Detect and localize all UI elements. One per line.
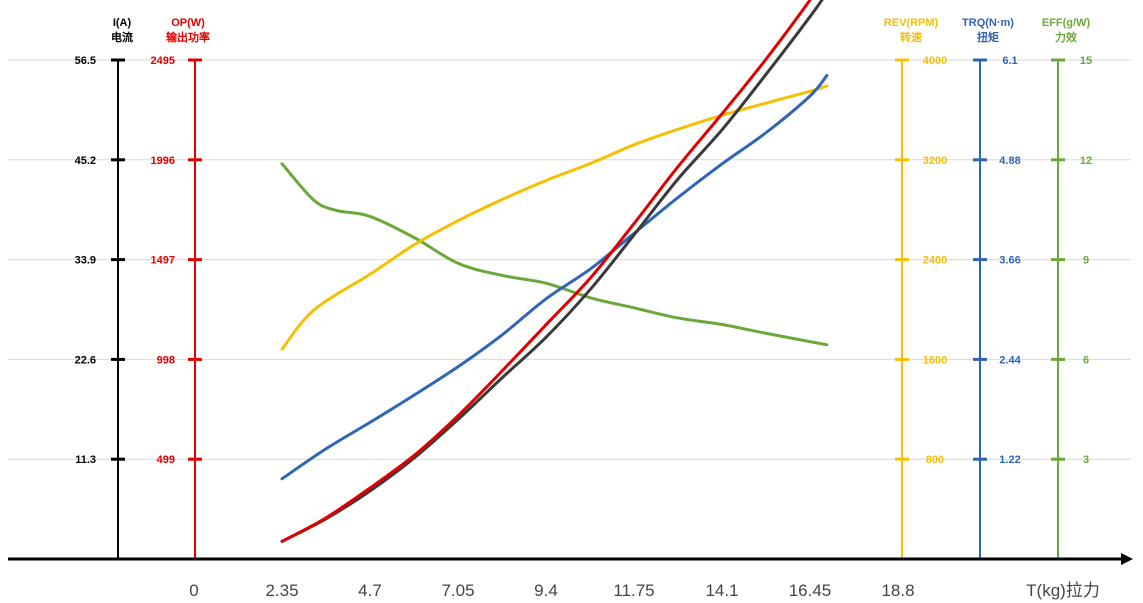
current-tick-label-0: 56.5 — [75, 55, 96, 67]
rpm-tick-label-3: 1600 — [923, 354, 947, 366]
power-tick-label-2: 1497 — [151, 255, 175, 267]
x-tick-label-7: 16.45 — [789, 581, 832, 600]
rpm-series-line — [280, 84, 829, 351]
rpm-axis-title: REV(RPM) — [884, 17, 939, 29]
current-tick-label-3: 22.6 — [75, 354, 96, 366]
efficiency-series-line — [280, 162, 829, 347]
power-series-line — [280, 0, 812, 543]
power-tick-label-3: 998 — [157, 354, 175, 366]
current-tick-label-2: 33.9 — [75, 255, 96, 267]
rpm-tick-label-2: 2400 — [923, 255, 947, 267]
efficiency-tick-label-0: 15 — [1080, 55, 1092, 67]
efficiency-tick-label-2: 9 — [1083, 255, 1089, 267]
x-tick-label-5: 11.75 — [613, 581, 654, 600]
current-tick-label-1: 45.2 — [75, 155, 96, 167]
power-axis-title: OP(W) — [171, 17, 205, 29]
x-tick-label-2: 4.7 — [358, 581, 382, 600]
torque-tick-label-4: 1.22 — [999, 454, 1020, 466]
torque-tick-label-3: 2.44 — [999, 354, 1021, 366]
rpm-axis-subtitle: 转速 — [900, 30, 922, 44]
rpm-tick-label-0: 4000 — [923, 55, 947, 67]
efficiency-axis-subtitle: 力效 — [1055, 30, 1078, 44]
current-axis-subtitle: 电流 — [111, 30, 133, 44]
efficiency-tick-label-1: 12 — [1080, 155, 1092, 167]
torque-tick-label-1: 4.88 — [999, 155, 1020, 167]
torque-tick-label-2: 3.66 — [999, 255, 1020, 267]
power-tick-label-0: 2495 — [151, 55, 175, 67]
current-tick-label-4: 11.3 — [75, 454, 96, 466]
rpm-tick-label-1: 3200 — [923, 155, 947, 167]
power-axis-subtitle: 输出功率 — [166, 30, 210, 44]
efficiency-tick-label-3: 6 — [1083, 354, 1089, 366]
x-tick-label-0: 0 — [189, 581, 198, 600]
x-tick-label-8: 18.8 — [881, 581, 914, 600]
efficiency-axis-title: EFF(g/W) — [1042, 17, 1091, 29]
torque-axis-title: TRQ(N·m) — [962, 17, 1014, 29]
x-tick-label-3: 7.05 — [441, 581, 474, 600]
current-axis-title: I(A) — [113, 17, 132, 29]
x-tick-label-6: 14.1 — [705, 581, 738, 600]
power-tick-label-4: 499 — [157, 454, 175, 466]
efficiency-tick-label-4: 3 — [1083, 454, 1089, 466]
x-axis-arrow-icon — [1121, 553, 1133, 565]
x-axis-label: T(kg)拉力 — [1026, 581, 1100, 600]
x-tick-label-4: 9.4 — [534, 581, 558, 600]
current-series-line — [280, 0, 824, 543]
rpm-tick-label-4: 800 — [926, 454, 944, 466]
torque-axis-subtitle: 扭矩 — [977, 30, 999, 44]
torque-series-line — [280, 74, 829, 481]
power-tick-label-1: 1996 — [151, 155, 175, 167]
torque-tick-label-0: 6.1 — [1002, 55, 1017, 67]
x-tick-label-1: 2.35 — [265, 581, 298, 600]
